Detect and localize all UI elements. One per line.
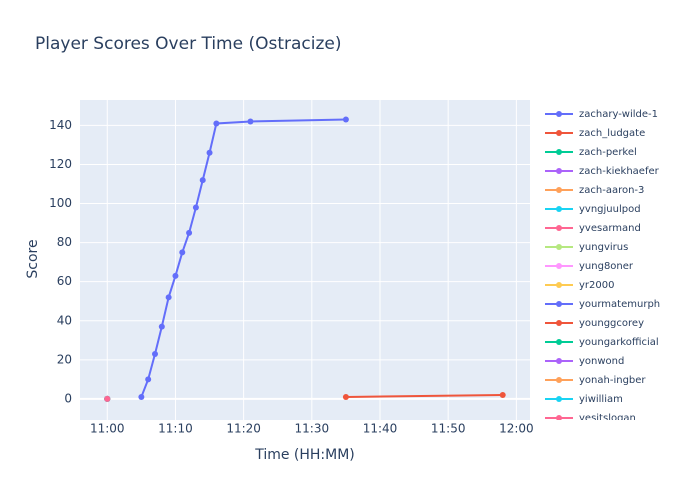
x-axis-title: Time (HH:MM) (254, 447, 355, 463)
legend-marker (556, 282, 562, 288)
legend-marker (556, 187, 562, 193)
data-point (206, 149, 213, 156)
legend-label: yung8oner (579, 261, 634, 272)
legend-label: yesitslogan (579, 413, 636, 424)
series-line (140, 118, 346, 398)
y-tick-label: 0 (64, 391, 72, 405)
legend-marker (556, 149, 562, 155)
plot-area (80, 100, 530, 420)
legend-label: yvesarmand (579, 223, 641, 234)
data-point (192, 204, 199, 211)
legend-marker (556, 358, 562, 364)
legend-marker (556, 130, 562, 136)
data-point (152, 350, 158, 357)
legend-label: youngarkofficial (579, 337, 659, 348)
grid (80, 100, 530, 420)
x-tick-label: 11:20 (226, 422, 261, 436)
legend-label: yourmatemurph (579, 299, 660, 310)
chart-title: Player Scores Over Time (Ostracize) (35, 34, 342, 54)
legend-label: zach-kiekhaefer (579, 166, 660, 177)
data-point (213, 120, 220, 127)
data-point (247, 118, 254, 125)
legend-label: yr2000 (579, 280, 614, 291)
legend-label: yvngjuulpod (579, 204, 641, 215)
legend-marker (556, 206, 562, 212)
y-axis-title: Score (25, 239, 41, 278)
legend-label: zach-perkel (579, 147, 637, 158)
data-point (199, 177, 206, 184)
data-point (342, 116, 349, 123)
legend-label: zachary-wilde-1 (579, 109, 658, 120)
y-tick-label: 20 (57, 352, 72, 366)
y-tick-label: 60 (57, 274, 72, 288)
legend-marker (556, 396, 562, 402)
legend-marker (556, 168, 562, 174)
x-tick-label: 11:00 (90, 422, 125, 436)
marks (104, 116, 506, 402)
legend-marker (556, 377, 562, 383)
data-point (172, 272, 179, 279)
x-tick-label: 12:00 (499, 422, 534, 436)
y-tick-label: 120 (49, 157, 72, 171)
data-point (342, 393, 349, 400)
y-tick-label: 40 (57, 313, 72, 327)
legend-marker (556, 415, 562, 420)
legend-label: yonwond (579, 356, 624, 367)
x-tick-label: 11:50 (431, 422, 466, 436)
legend-label: zach-aaron-3 (579, 185, 644, 196)
x-tick-label: 11:40 (363, 422, 398, 436)
data-point (186, 229, 193, 236)
legend-label: younggcorey (579, 318, 644, 329)
legend-label: zach_ludgate (579, 128, 645, 139)
legend-marker (556, 263, 562, 269)
data-point (499, 391, 506, 398)
data-point (165, 294, 172, 301)
legend-marker (556, 225, 562, 231)
data-point (104, 395, 111, 402)
data-point (145, 376, 152, 383)
y-tick-label: 80 (57, 235, 72, 249)
legend-label: yonah-ingber (579, 375, 646, 386)
y-tick-label: 140 (49, 118, 72, 132)
legend-label: yungvirus (579, 242, 628, 253)
data-point (179, 249, 186, 256)
legend-marker (556, 320, 562, 326)
legend-marker (556, 339, 562, 345)
series-line (345, 393, 503, 398)
legend-marker (556, 244, 562, 250)
legend-marker (556, 301, 562, 307)
x-tick-label: 11:10 (158, 422, 193, 436)
legend-marker (556, 111, 562, 117)
data-point (158, 323, 165, 330)
legend: zachary-wilde-1 zach_ludgate zach-perkel za… (545, 109, 660, 424)
legend-label: yiwilliam (579, 394, 623, 405)
data-point (138, 393, 145, 400)
x-tick-label: 11:30 (295, 422, 330, 436)
y-tick-label: 100 (49, 196, 72, 210)
